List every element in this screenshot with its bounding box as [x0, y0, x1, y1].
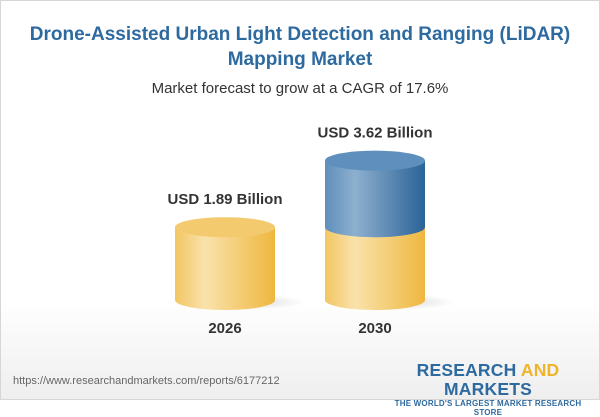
- research-and-markets-logo: RESEARCH AND MARKETS THE WORLD'S LARGEST…: [394, 360, 582, 417]
- category-label: 2026: [208, 320, 241, 337]
- data-label: USD 3.62 Billion: [317, 125, 432, 142]
- cylinder-top: [325, 150, 425, 171]
- cylinder-chart: USD 1.89 Billion 2026 USD 3.62 Billion 2030: [167, 125, 455, 337]
- category-label: 2030: [358, 320, 391, 337]
- report-url[interactable]: https://www.researchandmarkets.com/repor…: [13, 375, 280, 387]
- cylinder-top: [175, 217, 275, 238]
- data-label: USD 1.89 Billion: [167, 191, 282, 208]
- cylinder-base-segment: [175, 227, 275, 310]
- cylinder-growth-segment: [325, 160, 425, 238]
- chart-subtitle: Market forecast to grow at a CAGR of 17.…: [151, 80, 449, 97]
- chart-title: Drone-Assisted Urban Light Detection and…: [29, 24, 571, 70]
- cylinder-base-segment: [325, 227, 425, 310]
